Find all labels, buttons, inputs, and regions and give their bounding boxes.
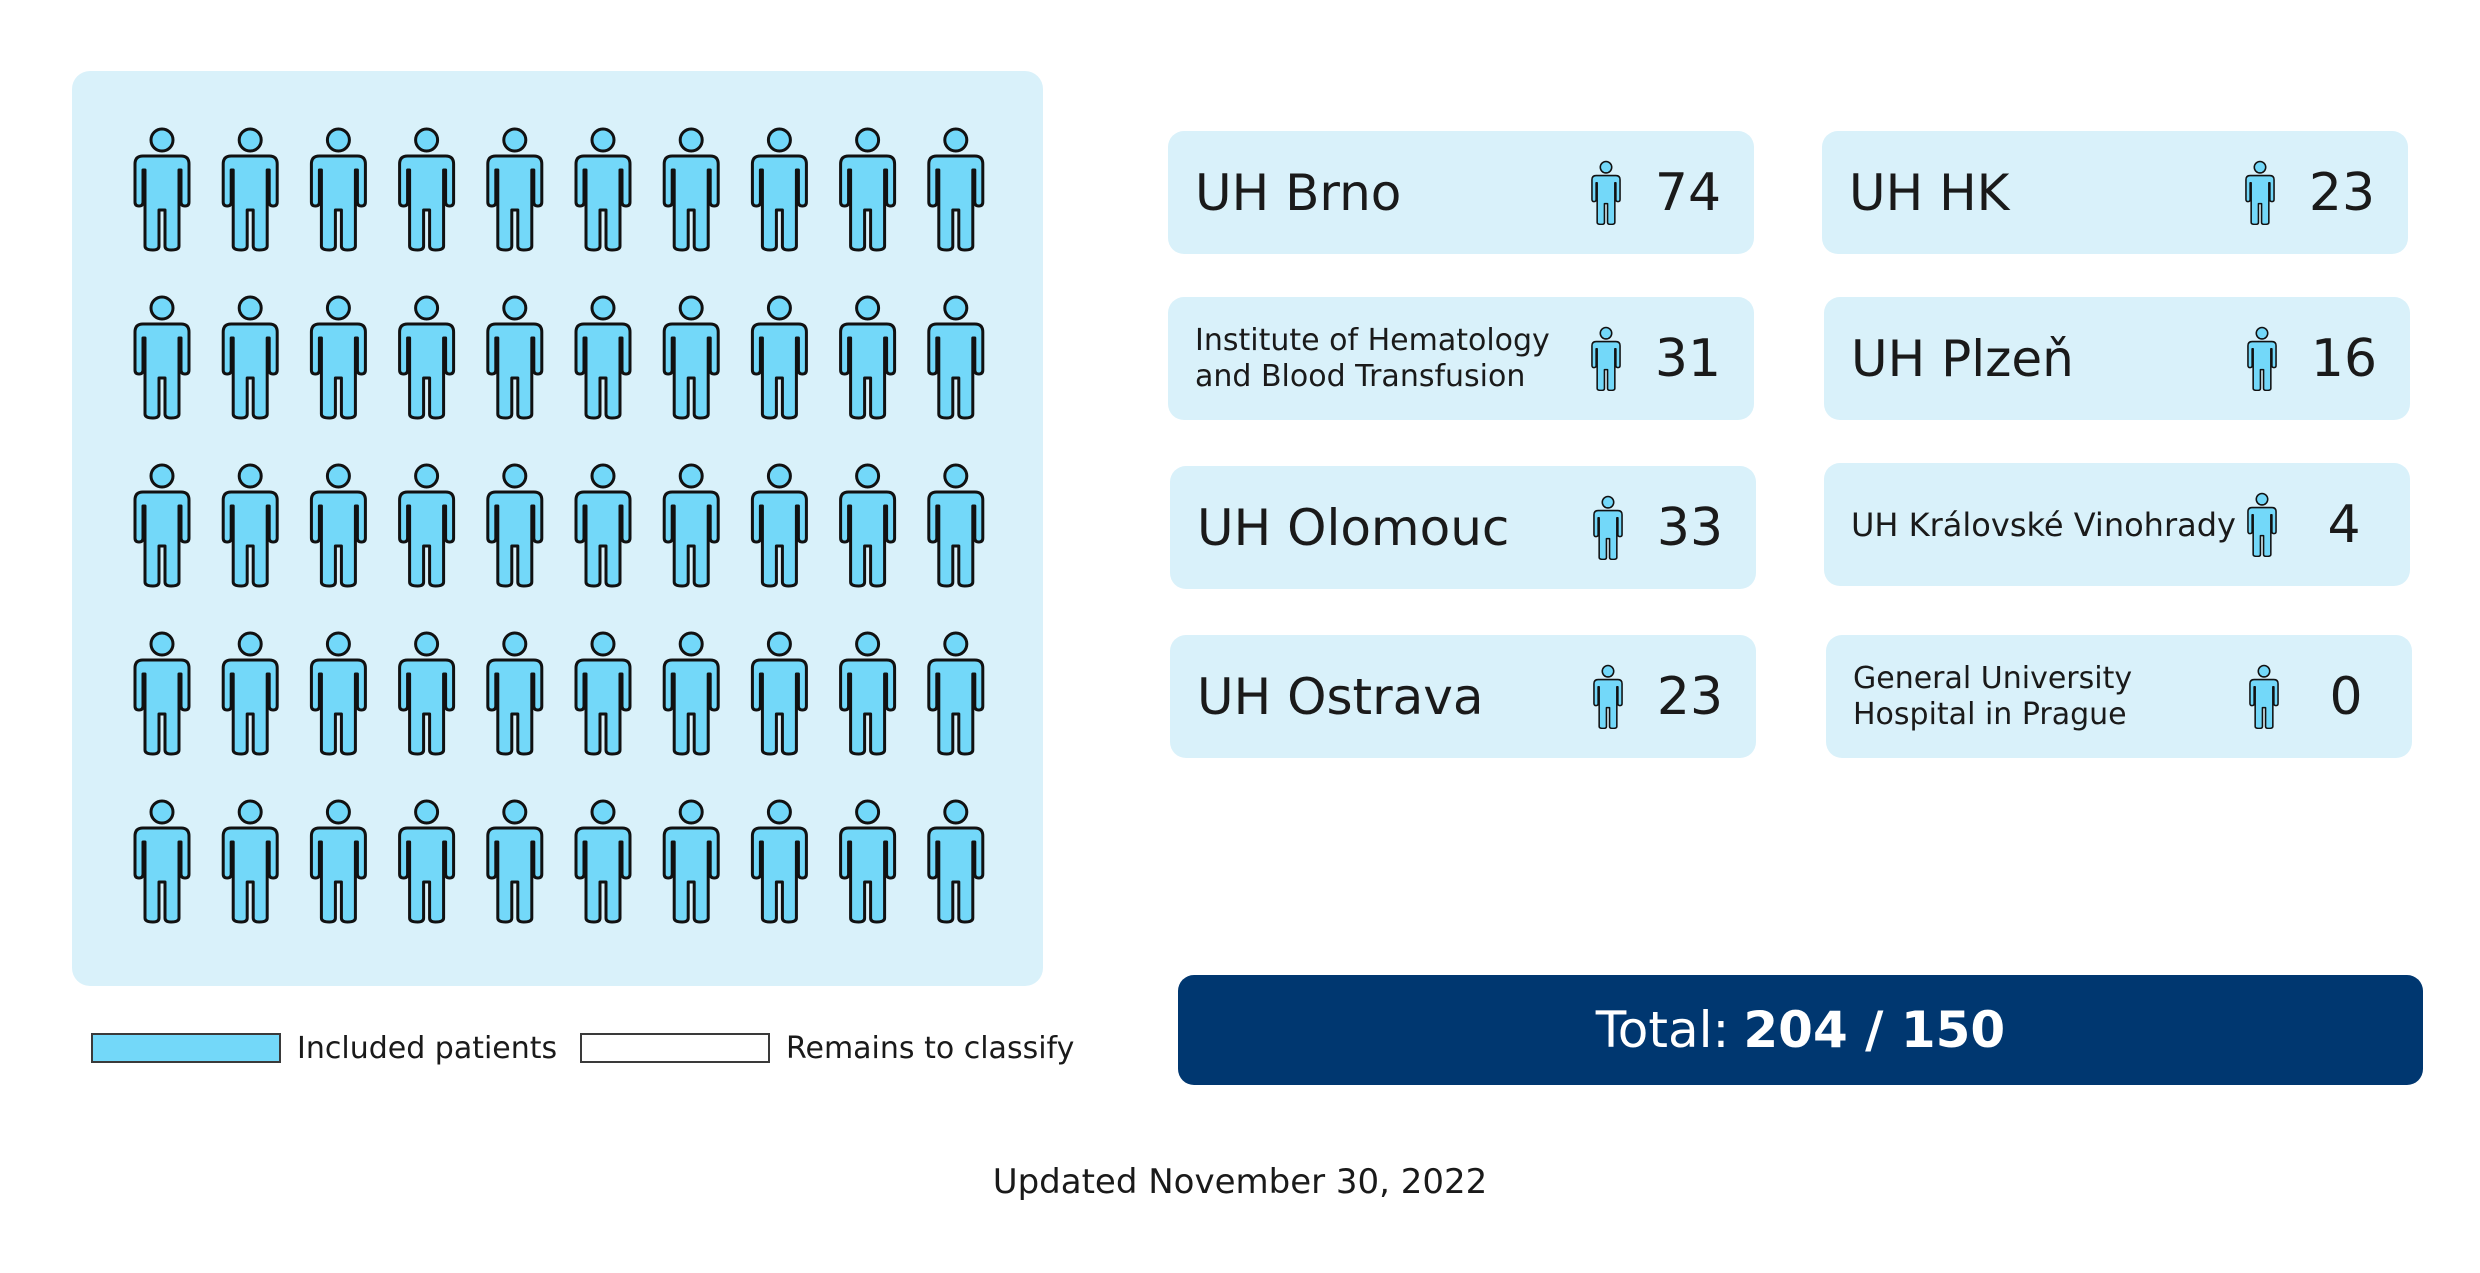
legend-remaining-swatch xyxy=(580,1033,770,1063)
total-label: Total: xyxy=(1595,1001,1730,1059)
patient-pictogram xyxy=(133,127,985,924)
person-icon xyxy=(221,463,279,588)
site-name: UH Olomouc xyxy=(1197,498,1510,557)
site-count: 74 xyxy=(1654,162,1722,223)
site-card-uh-plzen: UH Plzeň 16 xyxy=(1824,297,2410,420)
site-name: UH Ostrava xyxy=(1197,667,1484,726)
site-name: General University Hospital in Prague xyxy=(1853,660,2133,732)
person-icon xyxy=(662,463,720,588)
site-count: 0 xyxy=(2329,666,2363,727)
person-icon xyxy=(839,295,897,420)
person-icon xyxy=(221,631,279,756)
person-icon xyxy=(133,295,191,420)
person-icon xyxy=(398,631,456,756)
person-icon xyxy=(839,463,897,588)
person-icon xyxy=(750,799,808,924)
person-icon xyxy=(662,799,720,924)
person-icon xyxy=(2247,492,2277,557)
person-icon xyxy=(574,631,632,756)
person-icon xyxy=(927,799,985,924)
person-icon xyxy=(2247,326,2277,391)
person-icon xyxy=(486,799,544,924)
person-icon xyxy=(309,127,367,252)
person-icon xyxy=(486,631,544,756)
person-icon xyxy=(839,127,897,252)
person-icon xyxy=(750,295,808,420)
site-count: 23 xyxy=(1656,666,1724,727)
person-icon xyxy=(133,127,191,252)
site-count: 16 xyxy=(2310,328,2378,389)
person-icon xyxy=(927,127,985,252)
legend-included: Included patients xyxy=(91,1030,557,1066)
legend-remaining-label: Remains to classify xyxy=(786,1030,1075,1066)
person-icon xyxy=(662,631,720,756)
person-icon xyxy=(1593,495,1623,560)
person-icon xyxy=(574,127,632,252)
person-icon xyxy=(133,463,191,588)
legend-included-label: Included patients xyxy=(297,1030,558,1066)
site-card-uh-hk: UH HK 23 xyxy=(1822,131,2408,254)
person-icon xyxy=(574,799,632,924)
site-name: Institute of Hematology and Blood Transf… xyxy=(1195,322,1550,394)
legend-remaining: Remains to classify xyxy=(580,1030,1074,1066)
person-icon xyxy=(927,631,985,756)
site-count: 31 xyxy=(1654,328,1722,389)
person-icon xyxy=(839,799,897,924)
person-icon xyxy=(2245,160,2275,225)
person-icon xyxy=(839,631,897,756)
person-icon xyxy=(221,295,279,420)
site-card-uh-ostrava: UH Ostrava 23 xyxy=(1170,635,1756,758)
site-card-general-university-hospital: General University Hospital in Prague 0 xyxy=(1826,635,2412,758)
site-name: UH HK xyxy=(1849,163,2010,222)
person-icon xyxy=(927,295,985,420)
person-icon xyxy=(398,127,456,252)
patient-pictogram-panel xyxy=(72,71,1043,986)
site-name: UH Brno xyxy=(1195,163,1402,222)
site-name: UH Královské Vinohrady xyxy=(1851,505,2236,544)
person-icon xyxy=(309,631,367,756)
total-bar: Total: 204 / 150 xyxy=(1178,975,2423,1085)
person-icon xyxy=(398,799,456,924)
person-icon xyxy=(927,463,985,588)
site-card-uh-olomouc: UH Olomouc 33 xyxy=(1170,466,1756,589)
person-icon xyxy=(1593,664,1623,729)
site-card-uh-kralovske-vinohrady: UH Královské Vinohrady 4 xyxy=(1824,463,2410,586)
person-icon xyxy=(309,799,367,924)
person-icon xyxy=(1591,326,1621,391)
person-icon xyxy=(309,463,367,588)
site-count: 4 xyxy=(2327,494,2361,555)
person-icon xyxy=(574,463,632,588)
person-icon xyxy=(486,463,544,588)
person-icon xyxy=(486,295,544,420)
site-name: UH Plzeň xyxy=(1851,329,2074,388)
person-icon xyxy=(750,127,808,252)
person-icon xyxy=(133,799,191,924)
person-icon xyxy=(309,295,367,420)
person-icon xyxy=(221,799,279,924)
total-value: 204 / 150 xyxy=(1743,1001,2006,1059)
person-icon xyxy=(133,631,191,756)
person-icon xyxy=(486,127,544,252)
person-icon xyxy=(750,631,808,756)
site-count: 23 xyxy=(2308,162,2376,223)
person-icon xyxy=(221,127,279,252)
person-icon xyxy=(398,295,456,420)
person-icon xyxy=(750,463,808,588)
person-icon xyxy=(398,463,456,588)
site-card-institute-of-hematology: Institute of Hematology and Blood Transf… xyxy=(1168,297,1754,420)
person-icon xyxy=(2249,664,2279,729)
site-count: 33 xyxy=(1656,497,1724,558)
person-icon xyxy=(574,295,632,420)
person-icon xyxy=(662,295,720,420)
person-icon xyxy=(1591,160,1621,225)
site-card-uh-brno: UH Brno 74 xyxy=(1168,131,1754,254)
person-icon xyxy=(662,127,720,252)
legend-included-swatch xyxy=(91,1033,281,1063)
updated-date: Updated November 30, 2022 xyxy=(992,1162,1488,1202)
